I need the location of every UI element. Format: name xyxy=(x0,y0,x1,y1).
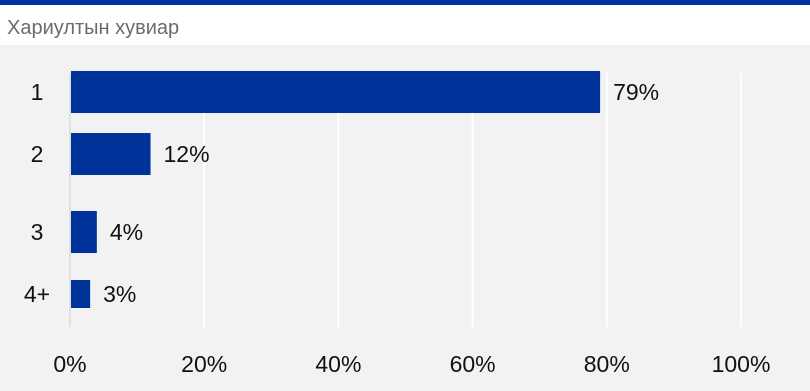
data-label: 12% xyxy=(164,141,210,167)
x-tick-label: 60% xyxy=(450,351,496,377)
chart-title: Хариултын хувиар xyxy=(7,17,180,39)
bar xyxy=(71,280,91,308)
bar-chart: 0% 20% 40% 60% 80% 100% 1 79% 2 12% 3 4% 4+ 3% xyxy=(24,71,771,377)
bar xyxy=(71,133,151,175)
x-tick-label: 100% xyxy=(712,351,771,377)
bar xyxy=(71,71,601,113)
category-label: 1 xyxy=(31,79,44,105)
top-accent-rule xyxy=(0,0,810,5)
x-tick-label: 80% xyxy=(584,351,630,377)
x-tick-label: 0% xyxy=(53,351,86,377)
x-tick-label: 20% xyxy=(181,351,227,377)
category-label: 3 xyxy=(31,219,44,245)
category-label: 4+ xyxy=(24,281,50,307)
chart-header: Хариултын хувиар xyxy=(0,5,810,45)
bar xyxy=(71,211,97,253)
gridlines xyxy=(69,73,742,327)
bars xyxy=(71,71,601,308)
labels: 0% 20% 40% 60% 80% 100% 1 79% 2 12% 3 4% 4+ 3% xyxy=(24,79,771,377)
x-tick-label: 40% xyxy=(315,351,361,377)
data-label: 79% xyxy=(613,79,659,105)
data-label: 4% xyxy=(110,219,143,245)
data-label: 3% xyxy=(103,281,136,307)
category-label: 2 xyxy=(31,141,44,167)
